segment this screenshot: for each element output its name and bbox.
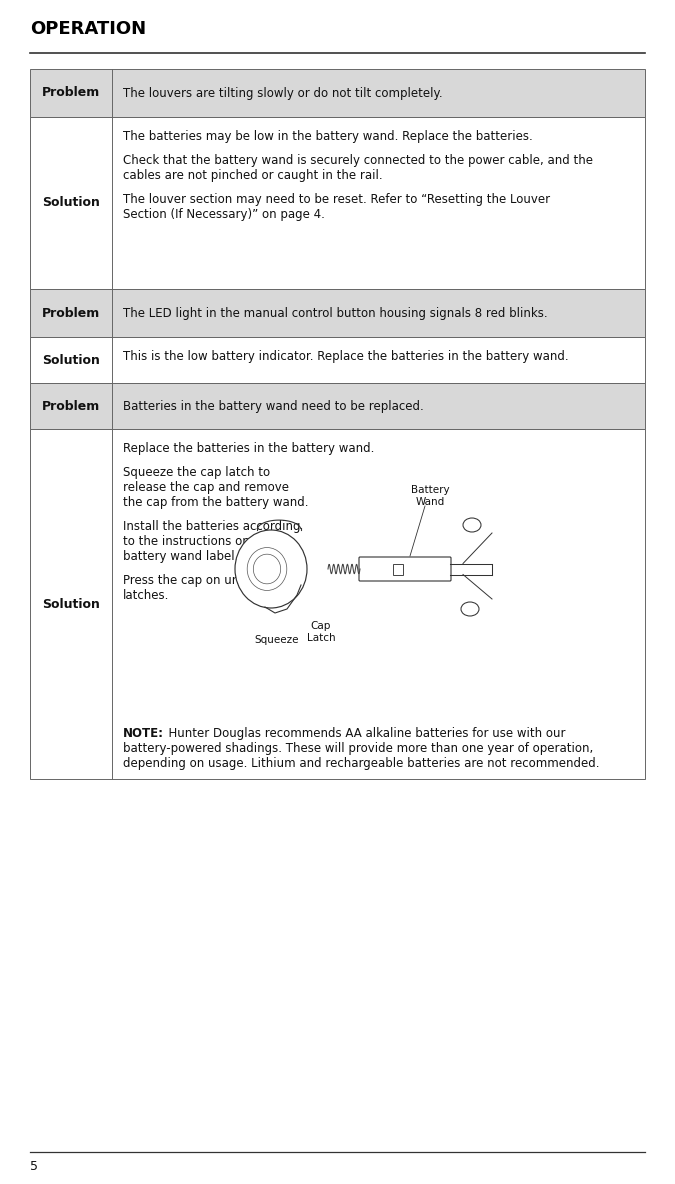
Bar	[30, 429, 645, 779]
Text: NOTE:: NOTE:	[123, 727, 164, 740]
Ellipse shape	[463, 519, 481, 532]
Text: to the instructions on the: to the instructions on the	[123, 535, 273, 548]
Text: The louver section may need to be reset. Refer to “Resetting the Louver: The louver section may need to be reset.…	[123, 193, 550, 206]
Text: battery wand label.: battery wand label.	[123, 549, 238, 562]
Text: Squeeze: Squeeze	[254, 635, 299, 645]
Text: Solution: Solution	[42, 598, 100, 611]
Text: This is the low battery indicator. Replace the batteries in the battery wand.: This is the low battery indicator. Repla…	[123, 350, 568, 363]
Text: Solution: Solution	[42, 354, 100, 367]
Text: the cap from the battery wand.: the cap from the battery wand.	[123, 496, 308, 509]
Text: Press the cap on until it: Press the cap on until it	[123, 574, 263, 587]
Text: Install the batteries according: Install the batteries according	[123, 520, 300, 533]
Ellipse shape	[461, 601, 479, 616]
Text: depending on usage. Lithium and rechargeable batteries are not recommended.: depending on usage. Lithium and recharge…	[123, 757, 599, 770]
Text: latches.: latches.	[123, 588, 169, 601]
Bar	[30, 117, 645, 289]
Bar	[30, 382, 645, 429]
Text: Hunter Douglas recommends AA alkaline batteries for use with our: Hunter Douglas recommends AA alkaline ba…	[161, 727, 566, 740]
Text: battery-powered shadings. These will provide more than one year of operation,: battery-powered shadings. These will pro…	[123, 742, 593, 755]
Bar	[393, 564, 403, 574]
Text: Batteries in the battery wand need to be replaced.: Batteries in the battery wand need to be…	[123, 399, 424, 412]
Text: Section (If Necessary)” on page 4.: Section (If Necessary)” on page 4.	[123, 208, 325, 221]
FancyBboxPatch shape	[359, 556, 451, 581]
Text: cables are not pinched or caught in the rail.: cables are not pinched or caught in the …	[123, 169, 383, 182]
Text: release the cap and remove: release the cap and remove	[123, 481, 289, 494]
Ellipse shape	[235, 530, 307, 609]
Text: Problem: Problem	[42, 307, 100, 320]
Bar	[30, 337, 645, 382]
Text: Battery
Wand: Battery Wand	[410, 485, 450, 507]
Text: Problem: Problem	[42, 86, 100, 99]
Text: Problem: Problem	[42, 399, 100, 412]
Bar	[30, 289, 645, 337]
Text: Squeeze the cap latch to: Squeeze the cap latch to	[123, 466, 270, 480]
Bar	[30, 69, 645, 117]
Text: OPERATION: OPERATION	[30, 20, 146, 38]
Text: The louvers are tilting slowly or do not tilt completely.: The louvers are tilting slowly or do not…	[123, 86, 443, 99]
Text: Cap
Latch: Cap Latch	[306, 620, 335, 643]
Text: The batteries may be low in the battery wand. Replace the batteries.: The batteries may be low in the battery …	[123, 130, 533, 143]
Text: The LED light in the manual control button housing signals 8 red blinks.: The LED light in the manual control butt…	[123, 307, 547, 320]
Text: Solution: Solution	[42, 197, 100, 210]
Text: 5: 5	[30, 1160, 38, 1173]
Text: Replace the batteries in the battery wand.: Replace the batteries in the battery wan…	[123, 442, 375, 455]
Text: Check that the battery wand is securely connected to the power cable, and the: Check that the battery wand is securely …	[123, 154, 593, 167]
